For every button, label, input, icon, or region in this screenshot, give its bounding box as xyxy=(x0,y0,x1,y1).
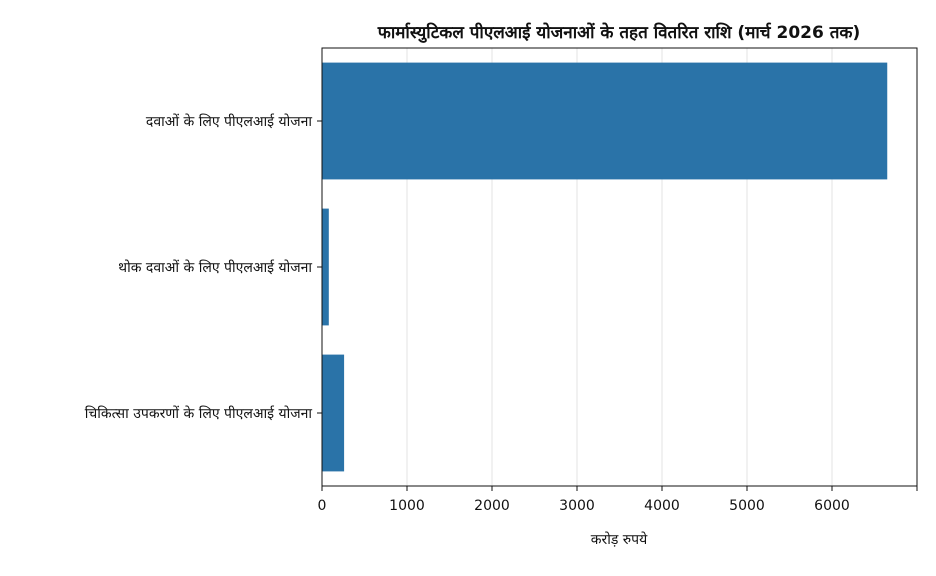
x-tick-label: 5000 xyxy=(729,498,765,514)
labels: दवाओं के लिए पीएलआई योजना थोक दवाओं के लि… xyxy=(85,113,850,514)
axes xyxy=(317,47,918,491)
x-tick-label: 1000 xyxy=(389,498,425,514)
bar xyxy=(322,62,888,180)
x-tick-label: 3000 xyxy=(559,498,595,514)
x-tick-label: 2000 xyxy=(474,498,510,514)
x-axis-label: करोड़ रुपये xyxy=(591,531,648,548)
x-tick-label: 6000 xyxy=(814,498,850,514)
category-label: थोक दवाओं के लिए पीएलआई योजना xyxy=(118,259,312,276)
bar xyxy=(322,354,345,472)
x-tick-label: 0 xyxy=(318,498,327,514)
x-tick-label: 4000 xyxy=(644,498,680,514)
bar xyxy=(322,208,329,326)
plot-frame xyxy=(321,47,918,487)
category-label: चिकित्सा उपकरणों के लिए पीएलआई योजना xyxy=(85,405,313,422)
category-label: दवाओं के लिए पीएलआई योजना xyxy=(146,113,312,130)
bars xyxy=(322,62,888,472)
chart-title: फार्मास्युटिकल पीएलआई योजनाओं के तहत वित… xyxy=(377,22,861,43)
